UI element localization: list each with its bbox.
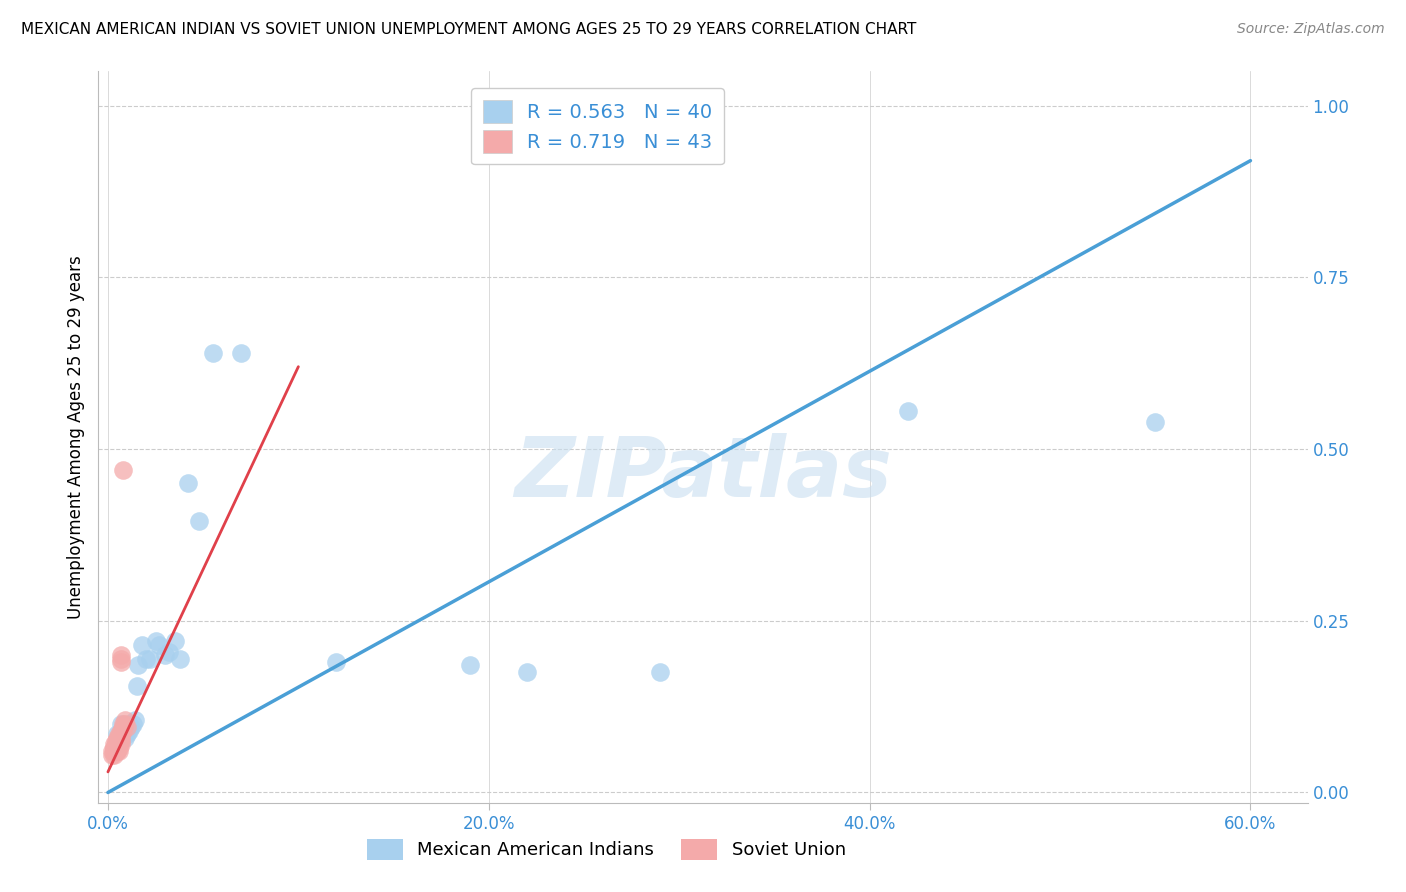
- Point: [110, 655, 132, 669]
- Point: [108, 731, 131, 745]
- Point: [110, 648, 132, 662]
- Point: [108, 744, 131, 758]
- Point: [108, 727, 131, 741]
- Point: [114, 714, 136, 728]
- Point: [153, 648, 176, 662]
- Point: [107, 734, 129, 748]
- Point: [110, 734, 132, 748]
- Point: [110, 723, 132, 738]
- Point: [114, 716, 136, 731]
- Point: [104, 738, 127, 752]
- Point: [104, 738, 127, 752]
- Point: [1144, 415, 1167, 429]
- Point: [108, 731, 131, 745]
- Point: [114, 720, 136, 734]
- Point: [148, 638, 170, 652]
- Point: [157, 645, 180, 659]
- Point: [650, 665, 672, 680]
- Point: [115, 720, 138, 734]
- Point: [108, 738, 131, 752]
- Point: [107, 734, 129, 748]
- Point: [110, 723, 132, 738]
- Point: [108, 740, 131, 755]
- Point: [112, 723, 135, 738]
- Point: [114, 731, 136, 745]
- Point: [104, 740, 127, 755]
- Point: [107, 740, 129, 755]
- Point: [110, 651, 132, 665]
- Point: [104, 740, 127, 755]
- Point: [188, 514, 211, 528]
- Point: [231, 346, 253, 360]
- Y-axis label: Unemployment Among Ages 25 to 29 years: Unemployment Among Ages 25 to 29 years: [66, 255, 84, 619]
- Point: [107, 738, 129, 752]
- Point: [108, 734, 131, 748]
- Point: [103, 738, 125, 752]
- Legend: Mexican American Indians, Soviet Union: Mexican American Indians, Soviet Union: [360, 831, 853, 867]
- Point: [100, 744, 122, 758]
- Point: [107, 744, 129, 758]
- Point: [107, 744, 129, 758]
- Point: [177, 476, 200, 491]
- Text: Source: ZipAtlas.com: Source: ZipAtlas.com: [1237, 22, 1385, 37]
- Point: [897, 404, 920, 418]
- Point: [516, 665, 538, 680]
- Point: [103, 740, 125, 755]
- Point: [131, 638, 153, 652]
- Point: [120, 720, 142, 734]
- Point: [124, 714, 146, 728]
- Point: [104, 744, 127, 758]
- Point: [458, 658, 481, 673]
- Point: [112, 720, 135, 734]
- Point: [112, 463, 135, 477]
- Point: [163, 634, 186, 648]
- Point: [201, 346, 224, 360]
- Point: [107, 738, 129, 752]
- Point: [125, 679, 148, 693]
- Point: [112, 720, 135, 734]
- Point: [107, 734, 129, 748]
- Point: [110, 731, 132, 745]
- Text: MEXICAN AMERICAN INDIAN VS SOVIET UNION UNEMPLOYMENT AMONG AGES 25 TO 29 YEARS C: MEXICAN AMERICAN INDIAN VS SOVIET UNION …: [21, 22, 917, 37]
- Point: [107, 731, 129, 745]
- Point: [110, 727, 132, 741]
- Point: [103, 740, 125, 755]
- Point: [110, 716, 132, 731]
- Point: [169, 651, 191, 665]
- Point: [127, 658, 149, 673]
- Point: [100, 747, 122, 762]
- Point: [325, 655, 347, 669]
- Point: [118, 716, 141, 731]
- Point: [112, 723, 135, 738]
- Text: ZIPatlas: ZIPatlas: [515, 434, 891, 514]
- Point: [103, 747, 125, 762]
- Point: [145, 634, 167, 648]
- Point: [104, 734, 127, 748]
- Point: [115, 720, 138, 734]
- Point: [121, 716, 143, 731]
- Point: [112, 716, 135, 731]
- Point: [110, 738, 132, 752]
- Point: [139, 651, 162, 665]
- Point: [110, 727, 132, 741]
- Point: [103, 744, 125, 758]
- Point: [115, 727, 138, 741]
- Point: [107, 727, 129, 741]
- Point: [108, 734, 131, 748]
- Point: [135, 651, 157, 665]
- Point: [118, 723, 141, 738]
- Point: [107, 738, 129, 752]
- Point: [107, 740, 129, 755]
